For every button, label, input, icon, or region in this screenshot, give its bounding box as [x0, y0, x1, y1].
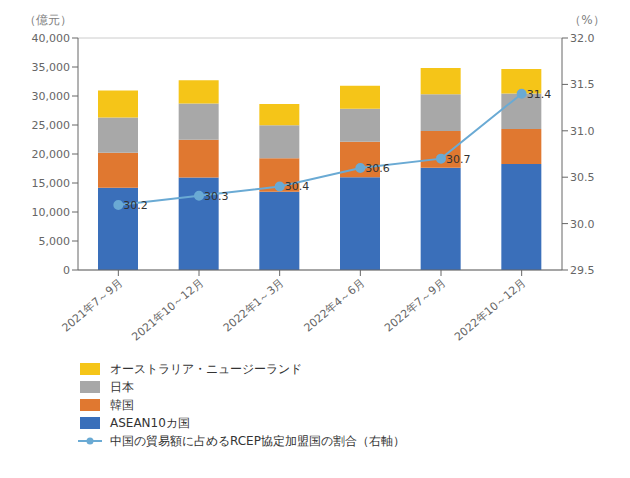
svg-text:31.0: 31.0: [570, 125, 595, 138]
svg-text:5,000: 5,000: [39, 235, 71, 248]
svg-text:2021年10～12月: 2021年10～12月: [129, 276, 206, 343]
svg-text:2022年7～9月: 2022年7～9月: [382, 276, 448, 334]
svg-text:2022年10～12月: 2022年10～12月: [452, 276, 529, 343]
html-text:中国の貿易額に占めるRCEP協定加盟国の割合（右軸）: 中国の貿易額に占めるRCEP協定加盟国の割合（右軸）: [110, 433, 405, 448]
svg-text:（%）: （%）: [569, 13, 604, 27]
svg-text:30.3: 30.3: [204, 190, 229, 203]
svg-text:15,000: 15,000: [32, 177, 71, 190]
svg-text:30.6: 30.6: [365, 162, 390, 175]
svg-text:20,000: 20,000: [32, 148, 71, 161]
svg-text:30.2: 30.2: [123, 199, 148, 212]
svg-text:0: 0: [63, 264, 70, 277]
svg-text:2022年4～6月: 2022年4～6月: [301, 276, 367, 334]
svg-text:（億元）: （億元）: [24, 13, 72, 27]
svg-text:30.5: 30.5: [570, 171, 595, 184]
svg-text:25,000: 25,000: [32, 119, 71, 132]
html-text:オーストラリア・ニュージーランド: オーストラリア・ニュージーランド: [110, 361, 302, 376]
svg-text:30.4: 30.4: [285, 180, 310, 193]
html-text:日本: 日本: [110, 379, 134, 394]
svg-text:32.0: 32.0: [570, 32, 595, 45]
html-text:ASEAN10カ国: ASEAN10カ国: [110, 415, 190, 430]
svg-text:2022年1～3月: 2022年1～3月: [221, 276, 287, 334]
svg-text:31.5: 31.5: [570, 78, 595, 91]
svg-text:10,000: 10,000: [32, 206, 71, 219]
html-text:韓国: 韓国: [110, 397, 134, 412]
svg-text:2021年7～9月: 2021年7～9月: [59, 276, 125, 334]
svg-text:30.7: 30.7: [446, 153, 471, 166]
svg-text:31.4: 31.4: [527, 88, 552, 101]
svg-text:29.5: 29.5: [570, 264, 595, 277]
svg-text:40,000: 40,000: [32, 32, 71, 45]
svg-text:30,000: 30,000: [32, 90, 71, 103]
svg-text:30.0: 30.0: [570, 218, 595, 231]
svg-text:35,000: 35,000: [32, 61, 71, 74]
